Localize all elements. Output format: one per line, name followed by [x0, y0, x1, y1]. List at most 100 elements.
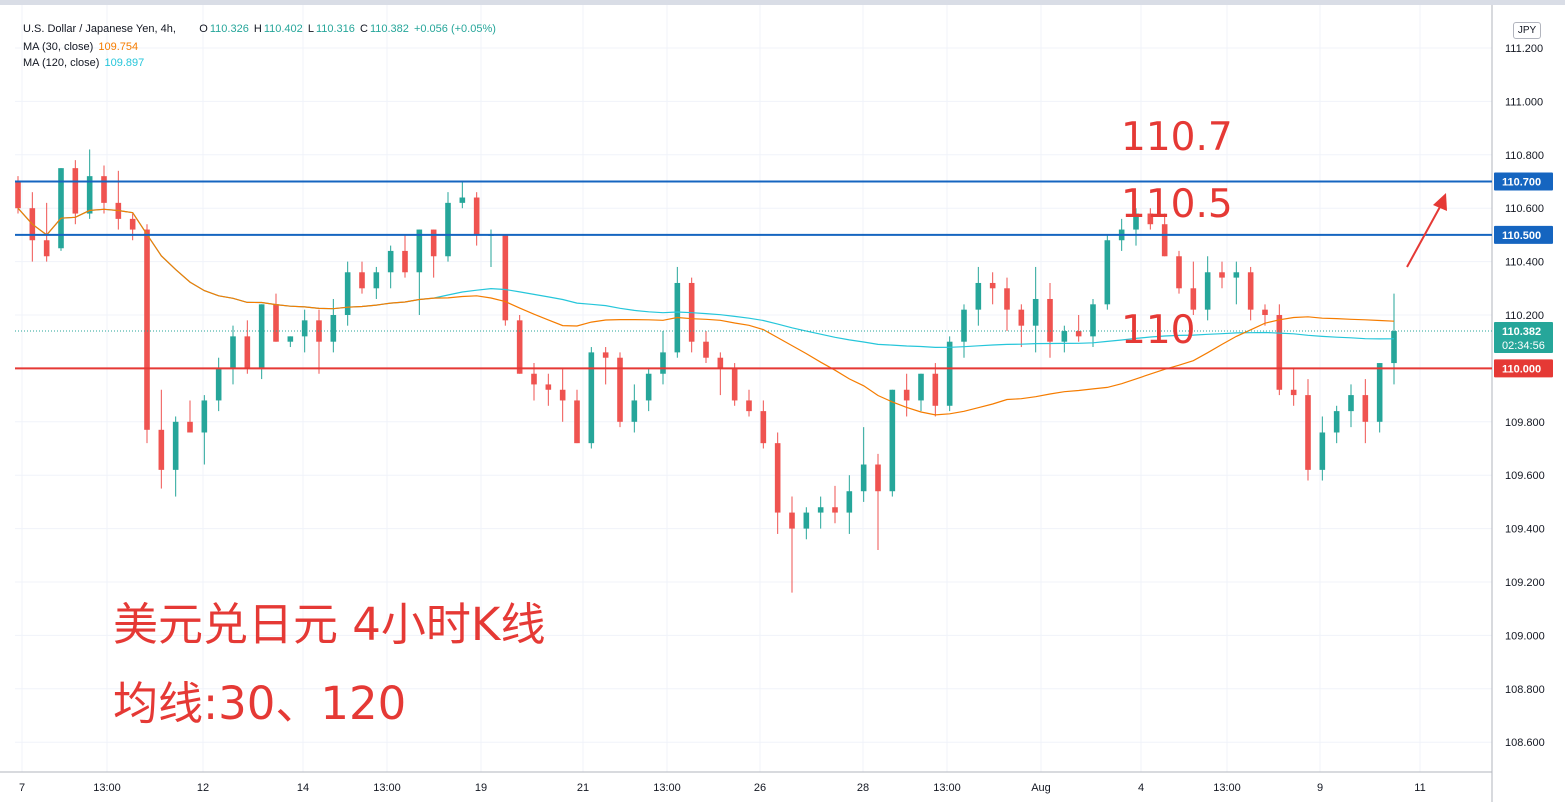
- candle-down: [402, 250, 408, 273]
- candle-up: [645, 373, 652, 401]
- candle-up: [803, 512, 810, 529]
- candle-down: [1290, 389, 1297, 396]
- level-price-label: 110.500: [1502, 230, 1541, 242]
- candle-down: [559, 389, 566, 401]
- x-tick-label: 21: [577, 782, 589, 794]
- candle-down: [244, 336, 251, 369]
- candle-down: [1305, 395, 1311, 470]
- candle-up: [86, 176, 93, 214]
- level-price-label: 110.000: [1502, 363, 1541, 375]
- candle-up: [660, 352, 666, 374]
- candle-down: [516, 320, 523, 374]
- x-tick-label: 11: [1414, 782, 1425, 794]
- x-tick-label: 14: [297, 782, 309, 794]
- candle-up: [588, 352, 595, 444]
- x-tick-label: 4: [1138, 782, 1144, 794]
- legend-low-value: 110.316: [315, 23, 355, 35]
- candle-up: [416, 229, 423, 273]
- candle-up: [631, 400, 638, 422]
- legend-symbol: U.S. Dollar / Japanese Yen, 4h,: [23, 23, 176, 35]
- y-tick-label: 111.200: [1505, 43, 1543, 55]
- y-tick-label: 109.800: [1505, 417, 1545, 429]
- candle-down: [789, 512, 795, 529]
- last-price-tag: [1494, 322, 1553, 354]
- legend-open-value: 110.326: [209, 23, 249, 35]
- x-tick-label: 26: [754, 782, 766, 794]
- candle-up: [215, 368, 222, 401]
- annotation-title: 美元兑日元 4小时K线: [113, 598, 546, 651]
- y-tick-label: 109.000: [1505, 630, 1545, 642]
- candle-up: [889, 389, 896, 492]
- candle-down: [717, 357, 724, 369]
- legend-low-label: L: [307, 23, 314, 35]
- candle-down: [1047, 298, 1053, 342]
- candle-up: [975, 282, 982, 310]
- candle-down: [43, 240, 50, 257]
- x-tick-label: Aug: [1031, 782, 1051, 794]
- legend-ma120-label: MA (120, close): [23, 57, 100, 69]
- candle-down: [774, 443, 781, 513]
- candle-down: [72, 168, 79, 214]
- candle-down: [273, 304, 279, 342]
- candle-down: [1190, 288, 1197, 310]
- candle-down: [502, 234, 509, 321]
- candle-down: [144, 229, 150, 430]
- legend-change: +0.056 (+0.05%): [413, 23, 496, 35]
- currency-button[interactable]: JPY: [1513, 22, 1541, 39]
- level-price-tag: [1494, 359, 1553, 378]
- arrow-head-icon: [1433, 193, 1447, 211]
- candle-up: [961, 309, 967, 342]
- candle-down: [1018, 309, 1025, 326]
- candle-down: [15, 181, 21, 209]
- candle-down: [101, 176, 107, 203]
- candle-down: [703, 341, 709, 358]
- candle-down: [760, 411, 767, 444]
- candle-down: [1176, 256, 1182, 289]
- x-tick-label: 13:00: [1213, 782, 1241, 794]
- x-tick-label: 13:00: [373, 782, 401, 794]
- candle-up: [387, 250, 394, 273]
- y-tick-label: 108.600: [1505, 737, 1545, 749]
- candle-up: [846, 491, 853, 513]
- candle-up: [1061, 331, 1068, 342]
- legend-high-value: 110.402: [263, 23, 303, 35]
- candle-down: [1004, 288, 1010, 310]
- candle-up: [459, 197, 466, 203]
- x-tick-label: 7: [19, 782, 25, 794]
- legend-ma120-value: 109.897: [104, 57, 145, 69]
- candle-up: [1133, 213, 1139, 230]
- candle-up: [172, 421, 179, 470]
- legend-ma30: MA (30, close) 109.754: [23, 41, 140, 53]
- y-tick-label: 109.600: [1505, 470, 1545, 482]
- level-price-label: 110.700: [1502, 177, 1541, 189]
- candle-up: [1376, 363, 1383, 422]
- y-tick-label: 109.400: [1505, 524, 1545, 536]
- window-top-border: [0, 0, 1565, 5]
- legend-ma30-label: MA (30, close): [23, 41, 94, 53]
- candle-down: [602, 352, 609, 358]
- candle-down: [932, 373, 939, 406]
- annotation-level-110-7: 110.7: [1121, 115, 1233, 160]
- candle-down: [129, 218, 136, 230]
- candle-down: [1362, 395, 1369, 422]
- x-tick-label: 9: [1317, 782, 1323, 794]
- candle-up: [58, 168, 64, 249]
- y-tick-label: 109.200: [1505, 577, 1545, 589]
- candle-up: [287, 336, 294, 342]
- legend-close-value: 110.382: [369, 23, 409, 35]
- candle-up: [330, 315, 337, 342]
- candle-down: [746, 400, 752, 412]
- x-tick-label: 12: [197, 782, 209, 794]
- annotation-level-110: 110: [1121, 308, 1196, 353]
- candle-up: [258, 304, 265, 369]
- candle-down: [617, 357, 623, 422]
- y-tick-label: 108.800: [1505, 684, 1545, 696]
- x-tick-label: 13:00: [653, 782, 681, 794]
- candle-up: [373, 272, 380, 289]
- candle-down: [832, 507, 838, 513]
- candle-up: [201, 400, 208, 433]
- candle-up: [1319, 432, 1326, 470]
- candle-up: [1233, 272, 1240, 278]
- annotation-ma-note: 均线:30、120: [113, 677, 407, 730]
